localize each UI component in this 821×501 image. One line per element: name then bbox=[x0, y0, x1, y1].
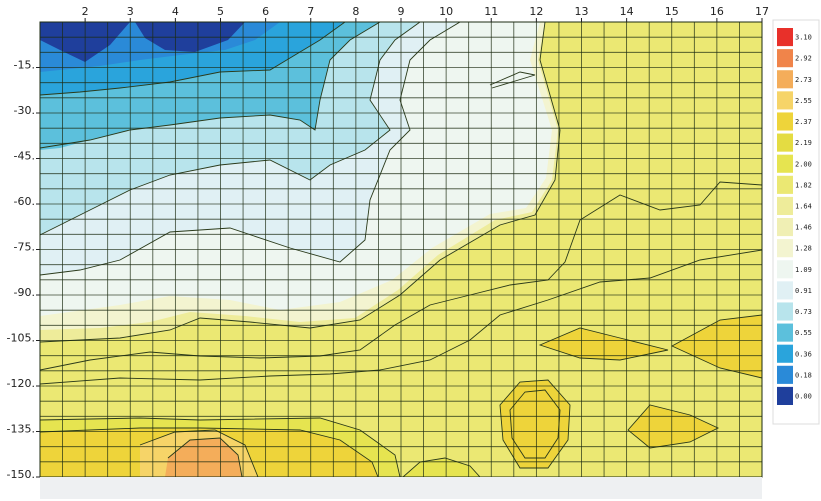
region-pocket-15 bbox=[628, 405, 718, 448]
colorbar-swatch bbox=[777, 49, 793, 68]
colorbar-swatch bbox=[777, 175, 793, 194]
colorbar-swatch bbox=[777, 386, 793, 405]
colorbar-label: 2.73 bbox=[795, 76, 812, 84]
x-tick-label: 8 bbox=[352, 5, 359, 18]
y-tick-label: -135. bbox=[7, 423, 35, 436]
colorbar-label: 2.37 bbox=[795, 118, 812, 126]
colorbar-label: 0.18 bbox=[795, 371, 812, 379]
bottom-strip bbox=[40, 477, 762, 499]
x-tick-label: 7 bbox=[307, 5, 314, 18]
colorbar-label: 1.82 bbox=[795, 181, 812, 189]
y-tick-label: -120. bbox=[7, 377, 35, 390]
colorbar-swatch bbox=[777, 112, 793, 131]
colorbar-swatch bbox=[777, 344, 793, 363]
colorbar-label: 0.00 bbox=[795, 393, 812, 401]
x-tick-label: 17 bbox=[755, 5, 769, 18]
x-tick-label: 9 bbox=[398, 5, 405, 18]
colorbar-swatch bbox=[777, 323, 793, 342]
y-tick-label: -45. bbox=[14, 150, 35, 163]
colorbar-swatch bbox=[777, 365, 793, 384]
colorbar-swatch bbox=[777, 218, 793, 237]
colorbar-swatch bbox=[777, 239, 793, 258]
colorbar-label: 1.28 bbox=[795, 245, 812, 253]
colorbar-label: 3.10 bbox=[795, 34, 812, 42]
colorbar-swatch bbox=[777, 281, 793, 300]
x-tick-label: 15 bbox=[665, 5, 679, 18]
colorbar: 3.10 2.92 2.73 2.55 2.37 2.19 2.00 1.82 1.64 1.46… bbox=[772, 19, 820, 425]
colorbar-swatch bbox=[777, 28, 793, 47]
grid-vertical bbox=[62, 22, 740, 477]
colorbar-swatch bbox=[777, 133, 793, 152]
x-tick-label: 10 bbox=[439, 5, 453, 18]
colorbar-label: 2.55 bbox=[795, 97, 812, 105]
colorbar-label: 0.73 bbox=[795, 308, 812, 316]
region-pocket-10 bbox=[403, 458, 480, 477]
colorbar-swatch bbox=[777, 260, 793, 279]
y-axis-ticks: -15. -30. -45. -60. -75. -90. -105. -120. -135. -… bbox=[7, 59, 40, 481]
colorbar-swatch bbox=[777, 196, 793, 215]
x-tick-label: 14 bbox=[620, 5, 634, 18]
x-tick-label: 2 bbox=[82, 5, 89, 18]
colorbar-label: 1.46 bbox=[795, 224, 812, 232]
x-tick-label: 11 bbox=[484, 5, 498, 18]
x-tick-label: 5 bbox=[217, 5, 224, 18]
colorbar-label: 0.91 bbox=[795, 287, 812, 295]
y-tick-label: -75. bbox=[14, 241, 35, 254]
x-tick-label: 6 bbox=[262, 5, 269, 18]
x-tick-label: 3 bbox=[127, 5, 134, 18]
colorbar-swatch bbox=[777, 154, 793, 173]
colorbar-swatch bbox=[777, 91, 793, 110]
colorbar-label: 0.36 bbox=[795, 350, 812, 358]
colorbar-label: 0.55 bbox=[795, 329, 812, 337]
colorbar-swatch bbox=[777, 302, 793, 321]
colorbar-label: 2.19 bbox=[795, 139, 812, 147]
y-tick-label: -105. bbox=[7, 332, 35, 345]
y-tick-label: -60. bbox=[14, 195, 35, 208]
y-tick-label: -15. bbox=[14, 59, 35, 72]
colorbar-swatch bbox=[777, 70, 793, 89]
colorbar-label: 1.64 bbox=[795, 203, 812, 211]
x-tick-label: 4 bbox=[172, 5, 179, 18]
colorbar-label: 2.00 bbox=[795, 160, 812, 168]
plot-area bbox=[40, 22, 762, 477]
colorbar-label: 1.09 bbox=[795, 266, 812, 274]
x-tick-label: 13 bbox=[575, 5, 589, 18]
x-axis-ticks: 2 3 4 5 6 7 8 9 10 11 12 13 14 15 16 17 bbox=[82, 5, 769, 22]
x-tick-label: 12 bbox=[529, 5, 543, 18]
y-tick-label: -90. bbox=[14, 286, 35, 299]
region-orange-bottom bbox=[165, 438, 242, 477]
x-tick-label: 16 bbox=[710, 5, 724, 18]
y-tick-label: -150. bbox=[7, 468, 35, 481]
y-tick-label: -30. bbox=[14, 104, 35, 117]
colorbar-label: 2.92 bbox=[795, 55, 812, 63]
